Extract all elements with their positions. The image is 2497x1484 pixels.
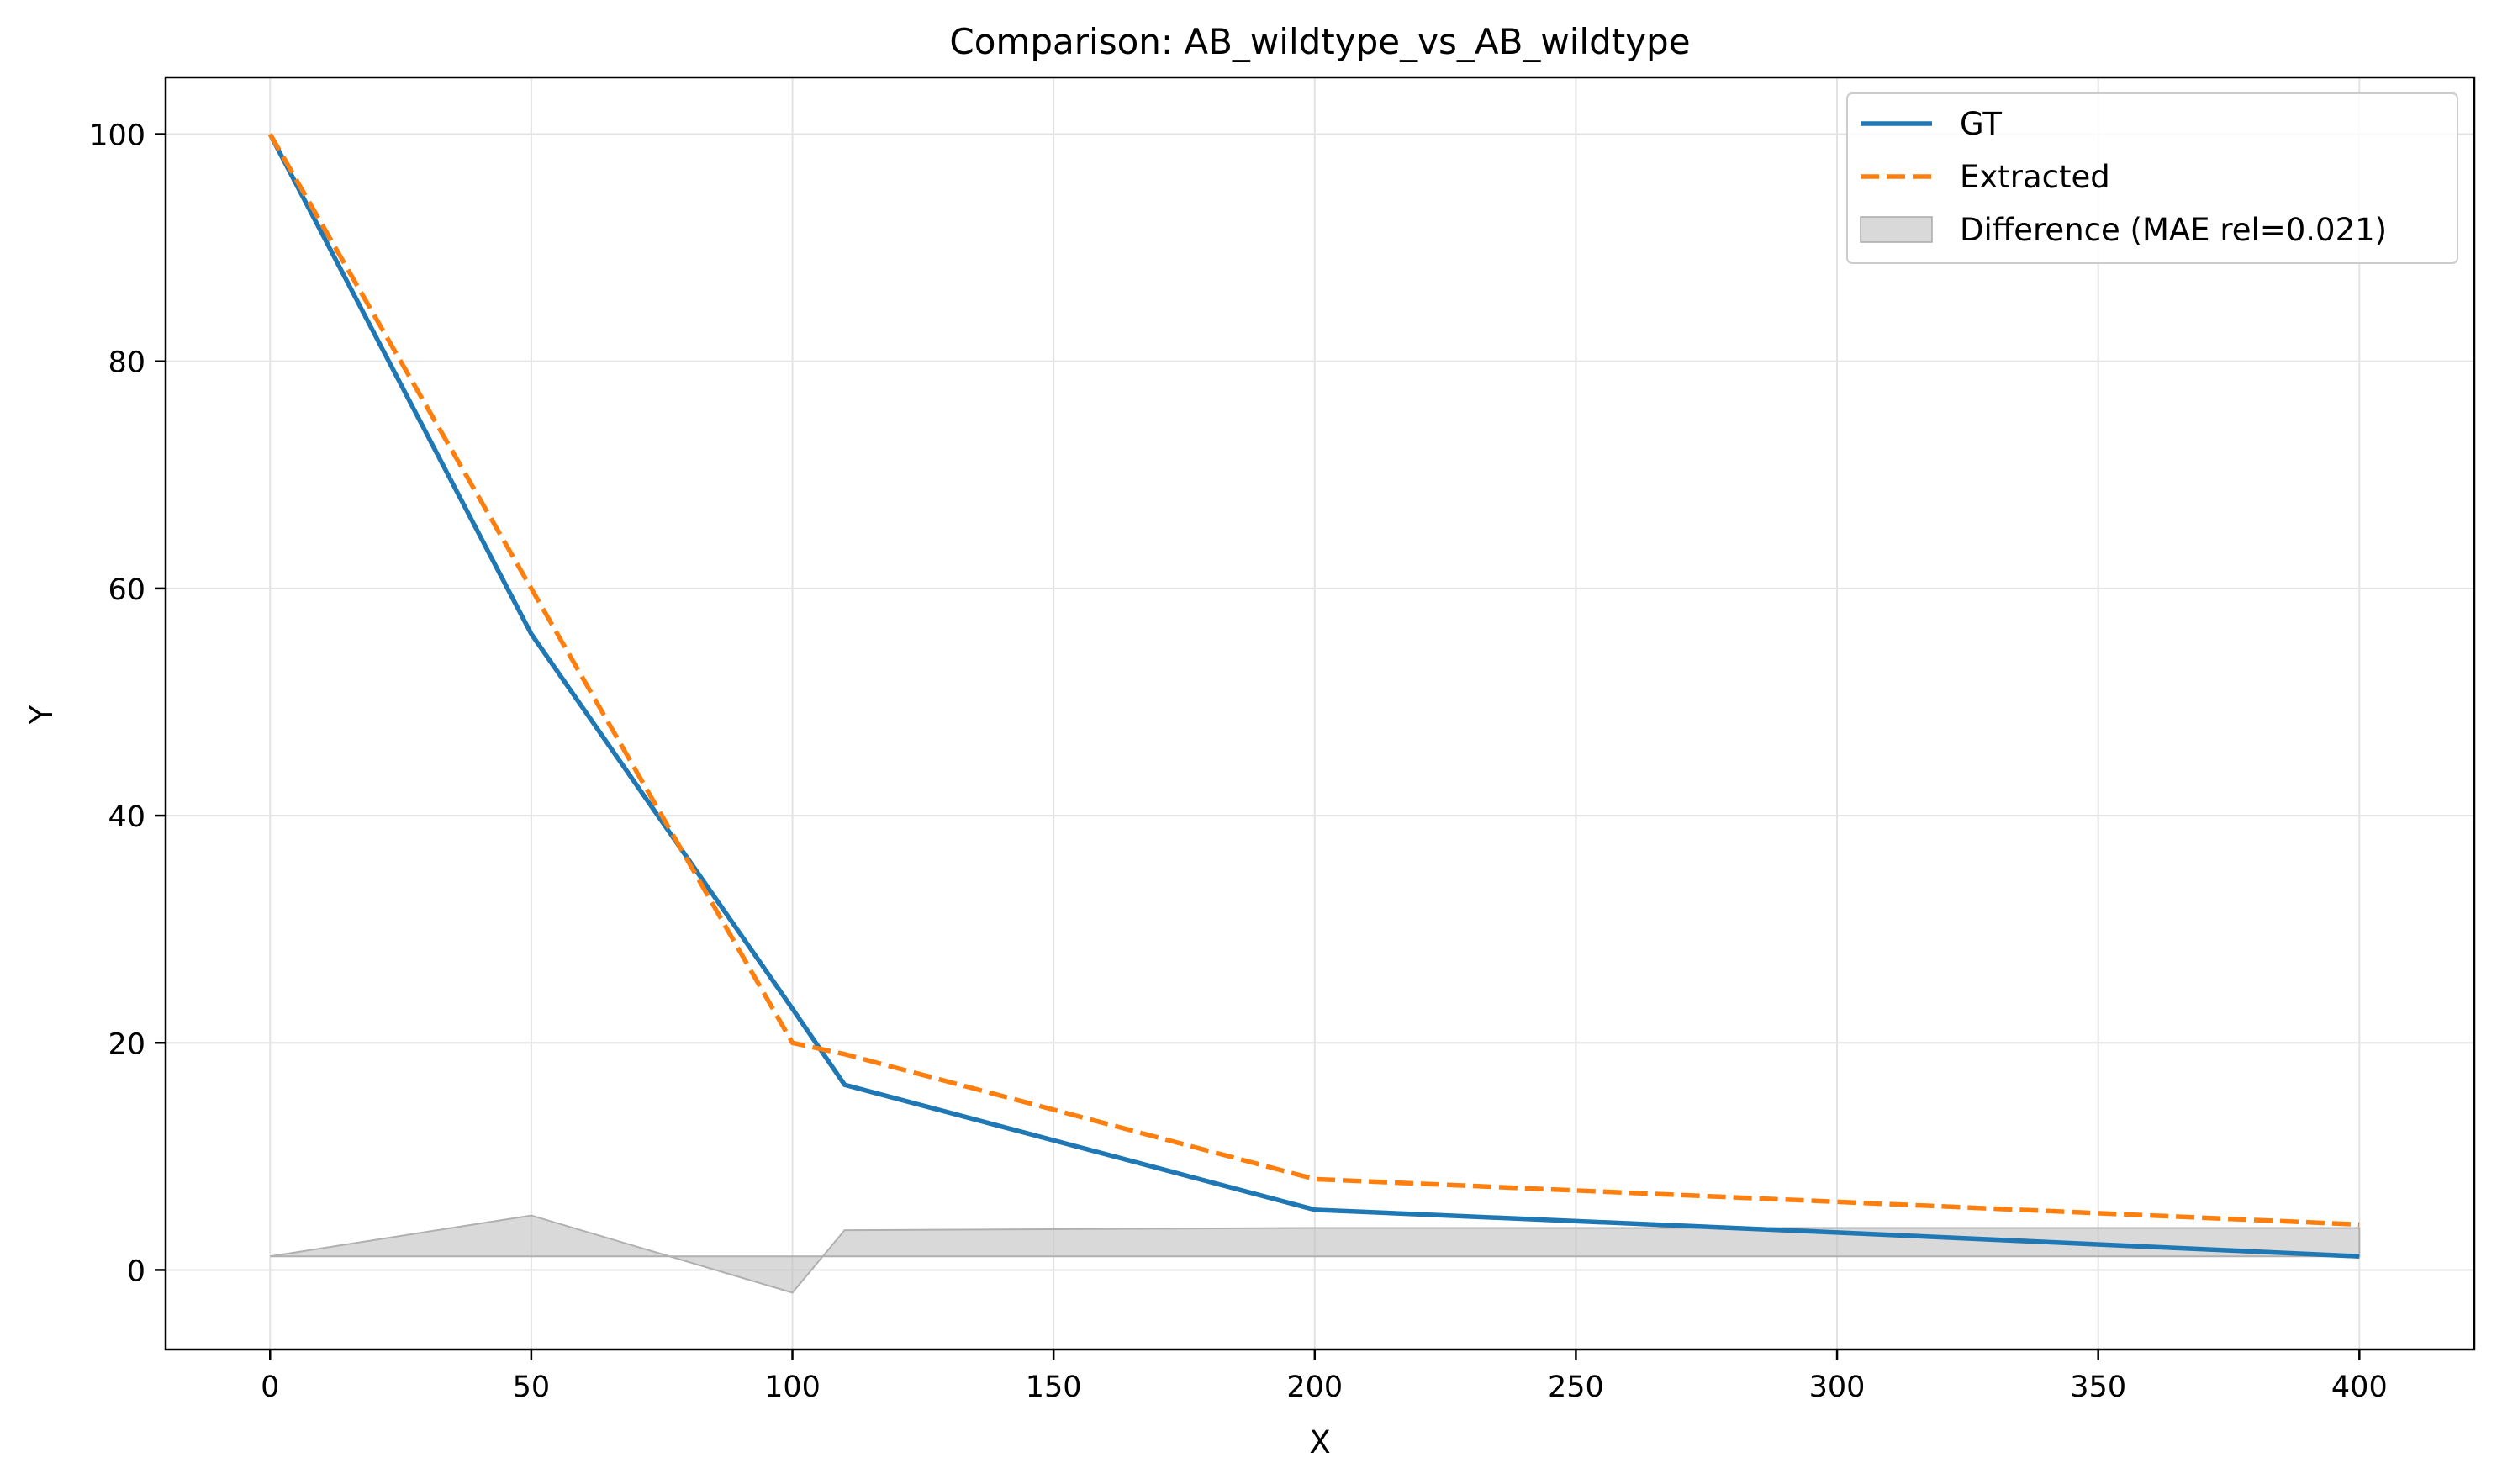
legend: GT Extracted Difference (MAE rel=0.021) [1846, 92, 2458, 264]
x-tick-label: 250 [1548, 1370, 1604, 1404]
series-line-gt [267, 133, 2360, 1259]
legend-swatch-difference [1860, 216, 1933, 243]
series-line-extracted [267, 133, 2360, 1228]
x-tick-label: 300 [1809, 1370, 1866, 1404]
plot-area [164, 76, 2476, 1351]
chart-title: Comparison: AB_wildtype_vs_AB_wildtype [949, 21, 1690, 62]
plot-frame [164, 76, 2476, 1351]
y-tick-label: 100 [89, 119, 145, 153]
y-tick-label: 20 [108, 1027, 145, 1061]
legend-box [1846, 92, 2458, 264]
x-axis-label: X [1309, 1424, 1330, 1460]
x-tick-label: 0 [261, 1370, 279, 1404]
x-tick-label: 400 [2331, 1370, 2388, 1404]
legend-label-extracted: Extracted [1960, 159, 2110, 195]
y-tick-label: 80 [108, 346, 145, 380]
y-tick-label: 60 [108, 573, 145, 607]
legend-label-difference: Difference (MAE rel=0.021) [1960, 212, 2387, 248]
x-tick-label: 50 [513, 1370, 551, 1404]
x-tick-label: 200 [1286, 1370, 1343, 1404]
series-lines [267, 133, 2360, 1259]
y-tick-label: 40 [108, 800, 145, 834]
y-axis-label: Y [24, 705, 60, 725]
y-axis: 0 20 40 60 80 100 [89, 119, 166, 1288]
x-axis: 0 50 100 150 200 250 300 350 400 [261, 1349, 2388, 1404]
y-tick-label: 0 [127, 1254, 145, 1288]
grid-lines [166, 77, 2474, 1349]
x-tick-label: 150 [1026, 1370, 1082, 1404]
x-tick-label: 100 [764, 1370, 821, 1404]
plot-background [166, 77, 2474, 1349]
x-tick-label: 350 [2070, 1370, 2126, 1404]
legend-label-gt: GT [1960, 106, 2002, 142]
